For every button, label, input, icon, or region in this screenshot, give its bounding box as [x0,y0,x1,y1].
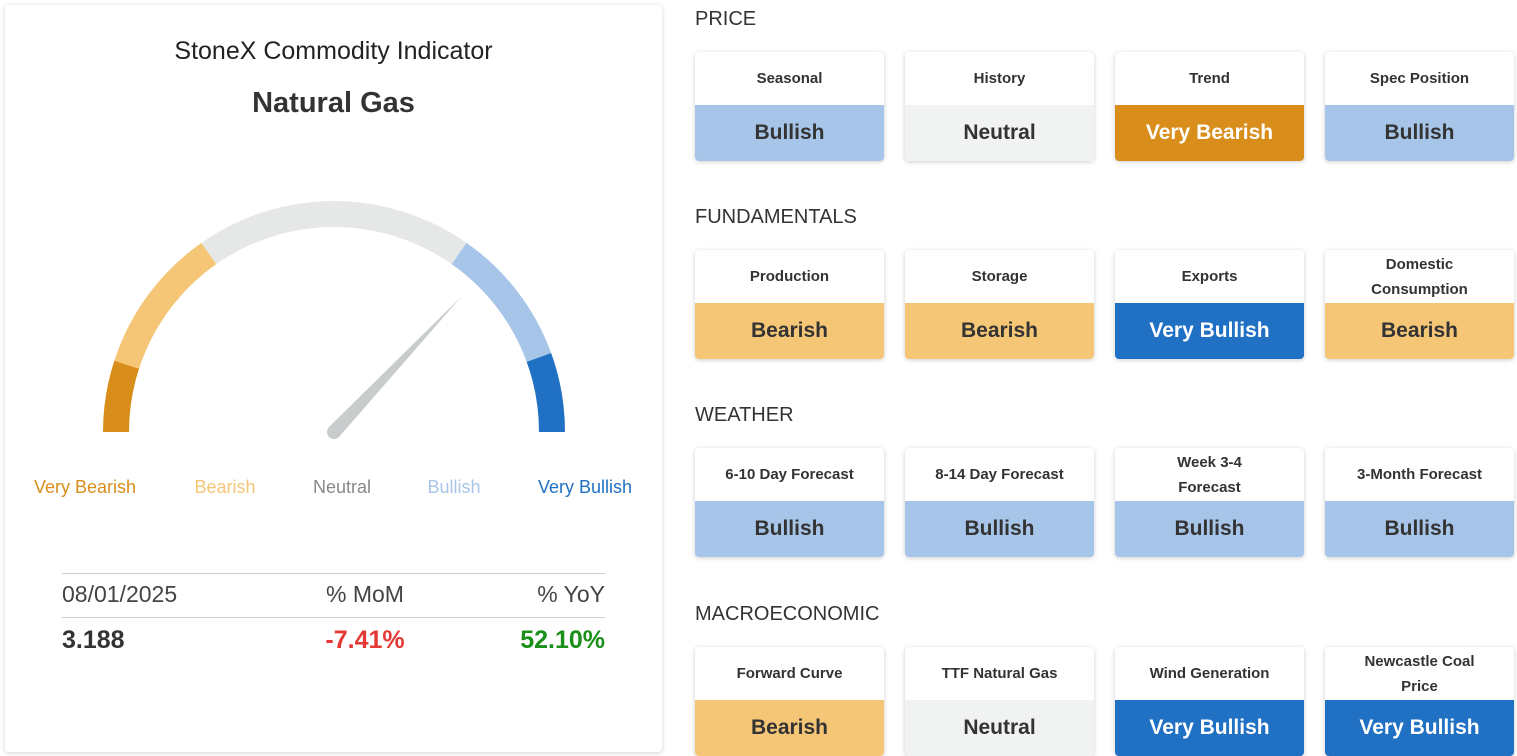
indicator-card: Wind Generation Very Bullish [1115,647,1304,756]
card-rating: Neutral [905,105,1094,161]
gauge-neutral [201,201,467,265]
indicator-card: 3-Month Forecast Bullish [1325,448,1514,557]
table-header: % MoM [326,581,404,607]
indicator-card: Storage Bearish [905,250,1094,359]
card-rating: Bearish [695,303,884,359]
indicator-card: TTF Natural Gas Neutral [905,647,1094,756]
needle-hub [327,425,341,439]
indicator-card: Domestic Consumption Bearish [1325,250,1514,359]
gauge-bearish [114,242,217,369]
indicator-card: 8-14 Day Forecast Bullish [905,448,1094,557]
card-label: Production [749,268,830,285]
indicator-card: Trend Very Bearish [1115,52,1304,161]
card-rating: Bearish [905,303,1094,359]
indicator-card: 6-10 Day Forecast Bullish [695,448,884,557]
card-label: History [973,70,1026,87]
card-label: Newcastle Coal Price [1364,652,1475,695]
card-rating: Very Bullish [1325,700,1514,756]
section-title: PRICE [695,8,757,30]
card-rating: Very Bearish [1115,105,1304,161]
card-label: Trend [1189,70,1230,87]
card-label: Wind Generation [1149,665,1270,682]
scale-label: Very Bearish [33,477,137,497]
card-rating: Very Bullish [1115,303,1304,359]
table-header: % YoY [537,581,605,607]
table-value: -7.41% [325,626,405,654]
indicator-card: Week 3-4 Forecast Bullish [1115,448,1304,557]
card-label: Seasonal [756,70,823,87]
card-label: Exports [1181,268,1238,285]
card-rating: Bullish [695,105,884,161]
card-rating: Bullish [1325,501,1514,557]
card-rating: Very Bullish [1115,700,1304,756]
divider [62,617,605,618]
card-label: Domestic Consumption [1371,255,1468,298]
indicator-card: History Neutral [905,52,1094,161]
indicator-card: Newcastle Coal Price Very Bullish [1325,647,1514,756]
gauge-needle [329,297,461,437]
indicator-card: Spec Position Bullish [1325,52,1514,161]
section-title: WEATHER [695,404,794,426]
divider [62,573,605,574]
scale-label: Neutral [312,477,372,497]
scale-label: Bullish [427,477,481,497]
card-rating: Bullish [905,501,1094,557]
section-title: MACROECONOMIC [695,603,880,625]
panel-title: StoneX Commodity Indicator [174,37,493,65]
gauge-bullish [451,242,552,363]
indicator-card: Seasonal Bullish [695,52,884,161]
card-rating: Neutral [905,700,1094,756]
indicator-panel: StoneX Commodity Indicator Natural Gas V… [5,5,662,752]
card-rating: Bearish [1325,303,1514,359]
card-rating: Bullish [1325,105,1514,161]
card-label: Week 3-4 Forecast [1177,453,1242,496]
card-label: Spec Position [1369,70,1470,87]
commodity-name: Natural Gas [252,87,415,119]
scale-label: Bearish [194,477,256,497]
indicator-card: Exports Very Bullish [1115,250,1304,359]
section-title: FUNDAMENTALS [695,206,857,228]
indicator-card: Forward Curve Bearish [695,647,884,756]
card-label: Storage [971,268,1028,285]
card-label: 6-10 Day Forecast [725,466,854,483]
card-label: TTF Natural Gas [941,665,1058,682]
table-value: 3.188 [62,626,125,654]
table-value: 52.10% [520,626,605,654]
card-label: 3-Month Forecast [1356,466,1482,483]
table-header: 08/01/2025 [62,581,178,607]
indicator-card: Production Bearish [695,250,884,359]
gauge [103,201,566,439]
card-label: Forward Curve [736,665,843,682]
gauge-very-bullish [526,352,566,433]
gauge-very-bearish [103,360,140,433]
scale-label: Very Bullish [537,477,633,497]
card-rating: Bullish [1115,501,1304,557]
card-label: 8-14 Day Forecast [935,466,1064,483]
card-rating: Bullish [695,501,884,557]
card-rating: Bearish [695,700,884,756]
